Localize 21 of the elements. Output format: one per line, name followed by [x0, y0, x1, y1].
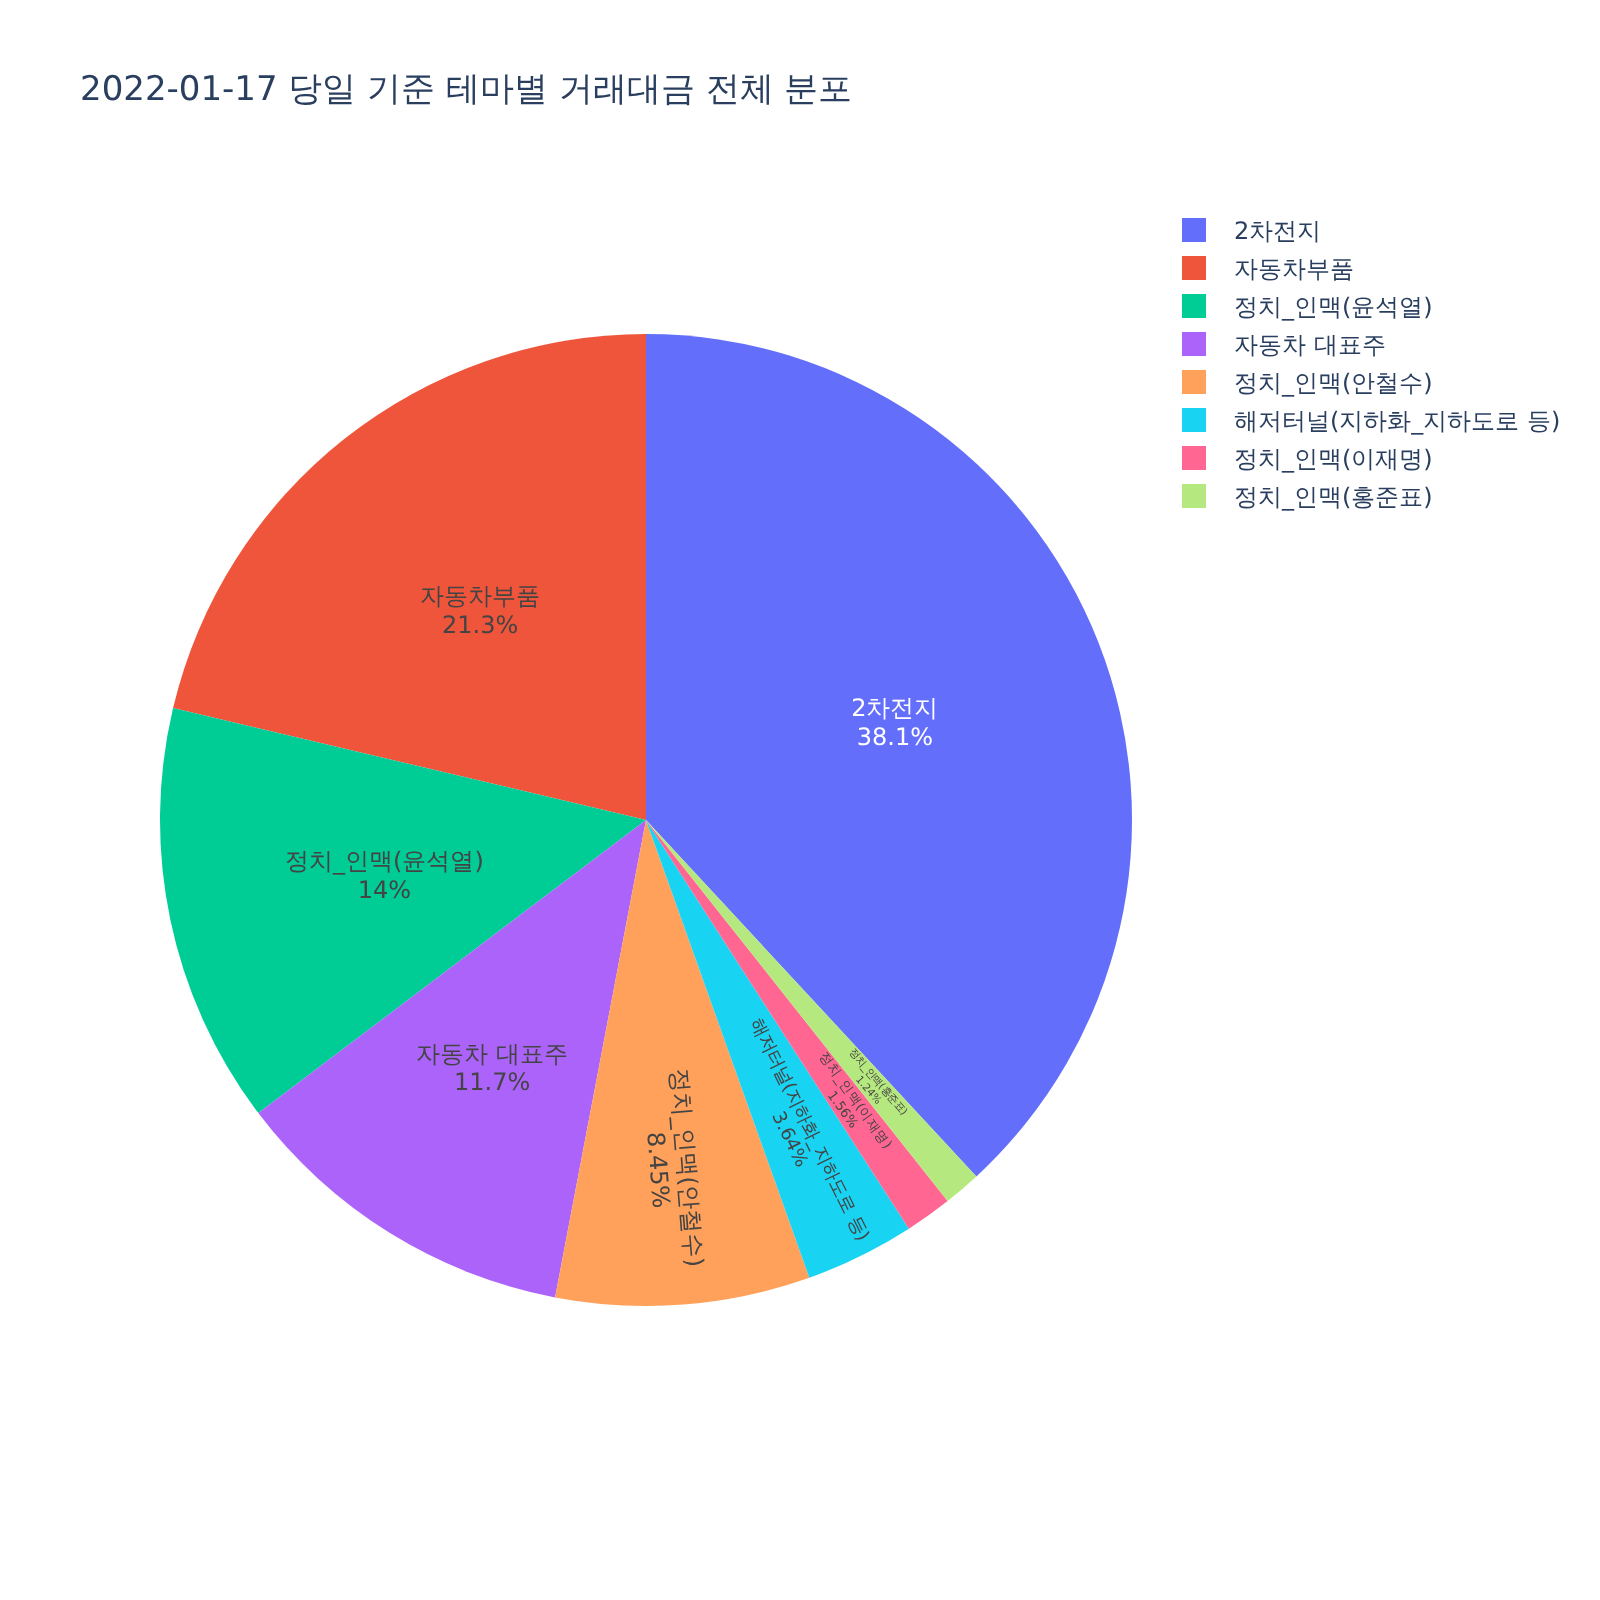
data-label: 38.1% — [856, 723, 933, 752]
legend-label: 정치_인맥(홍준표) — [1234, 483, 1433, 511]
legend-label: 정치_인맥(이재명) — [1234, 445, 1433, 473]
data-label: 11.7% — [454, 1068, 531, 1097]
slice-label: 2차전지 — [851, 694, 939, 723]
pie-slice — [646, 820, 909, 1278]
legend-label: 정치_인맥(안철수) — [1234, 369, 1433, 397]
slice-label: 자동차부품 — [420, 582, 541, 611]
legend-label: 해저터널(지하화_지하도로 등) — [1234, 407, 1561, 435]
legend-label: 정치_인맥(윤석열) — [1234, 293, 1433, 321]
slice-label: 정치_인맥(윤석열) — [285, 847, 484, 876]
legend-label: 2차전지 — [1234, 217, 1322, 245]
chart-title: 2022-01-17 당일 기준 테마별 거래대금 전체 분포 — [80, 70, 853, 110]
legend-label: 자동차 대표주 — [1234, 331, 1386, 359]
pie-slice — [258, 820, 646, 1298]
slice-label: 자동차 대표주 — [416, 1039, 568, 1068]
legend-label: 자동차부품 — [1234, 255, 1354, 283]
pie-slice — [173, 334, 646, 820]
pie-slice — [160, 708, 646, 1114]
data-label: 21.3% — [442, 611, 519, 640]
data-label: 14% — [357, 875, 412, 904]
